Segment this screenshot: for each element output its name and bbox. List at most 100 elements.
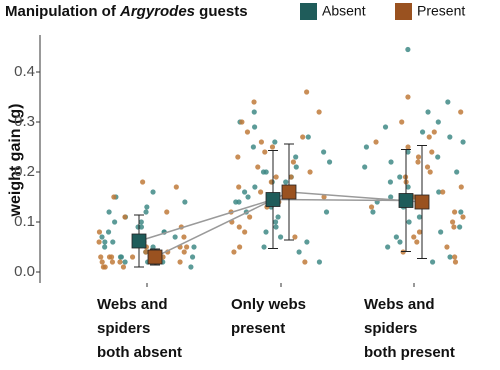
data-point <box>283 179 289 185</box>
data-point <box>138 219 144 225</box>
data-point <box>321 149 327 155</box>
data-point <box>144 204 150 210</box>
mean-marker <box>281 184 297 200</box>
legend-title: Manipulation of Argyrodes guests <box>5 3 248 20</box>
data-point <box>363 144 370 150</box>
data-point <box>388 194 394 200</box>
data-point <box>307 169 313 175</box>
x-tick-label: spiders <box>364 320 417 337</box>
data-point <box>109 259 116 265</box>
data-point <box>393 234 399 240</box>
data-point <box>252 184 258 190</box>
data-point <box>362 164 368 170</box>
data-point <box>105 229 112 235</box>
mean-marker <box>147 249 163 265</box>
data-point <box>415 154 422 160</box>
data-point <box>143 209 149 215</box>
data-point <box>96 239 102 245</box>
data-point <box>382 124 389 130</box>
x-tick-label: Webs and <box>364 296 435 313</box>
data-point <box>385 244 391 250</box>
data-point <box>397 239 403 245</box>
data-point <box>251 109 257 115</box>
data-point <box>98 254 104 260</box>
x-tick-label: present <box>231 320 285 337</box>
y-tick-label: 0.4 <box>14 63 35 80</box>
data-point <box>273 224 279 230</box>
data-point <box>272 219 279 225</box>
data-point <box>120 264 127 270</box>
data-point <box>373 139 379 145</box>
data-point <box>99 234 105 240</box>
data-point <box>164 209 170 215</box>
data-point <box>189 254 196 260</box>
data-point <box>305 134 311 140</box>
data-point <box>405 184 411 190</box>
mean-marker <box>131 233 147 249</box>
data-point <box>435 154 441 160</box>
data-point <box>405 94 411 100</box>
data-point <box>405 149 411 155</box>
data-point <box>419 129 426 135</box>
data-point <box>452 254 458 260</box>
data-point <box>122 259 128 265</box>
data-point <box>460 214 466 220</box>
data-point <box>96 229 103 235</box>
data-point <box>288 174 294 180</box>
data-point <box>321 194 327 200</box>
x-tick-label: Webs and <box>97 296 168 313</box>
data-point <box>122 214 128 220</box>
data-point <box>244 129 251 135</box>
data-point <box>184 244 190 250</box>
data-point <box>100 264 107 270</box>
data-point <box>242 229 248 235</box>
data-point <box>277 234 284 240</box>
data-point <box>427 169 433 175</box>
data-point <box>458 109 464 115</box>
data-point <box>263 229 269 235</box>
data-point <box>239 119 245 125</box>
data-point <box>316 109 322 115</box>
data-point <box>245 194 251 200</box>
data-point <box>273 174 279 180</box>
mean-marker <box>414 194 430 210</box>
legend-title-part: Argyrodes <box>119 3 195 20</box>
data-point <box>445 99 451 105</box>
y-tick-label: 0.2 <box>14 163 35 180</box>
data-point <box>406 219 412 225</box>
data-point <box>255 164 261 170</box>
data-point <box>316 259 323 265</box>
data-point <box>370 209 376 215</box>
legend-title-part: guests <box>195 3 248 20</box>
data-point <box>302 259 308 265</box>
data-point <box>399 119 405 125</box>
data-point <box>292 234 298 240</box>
data-point <box>458 209 464 215</box>
data-point <box>150 244 156 250</box>
data-point <box>457 224 463 230</box>
data-point <box>173 184 179 190</box>
legend-label: Absent <box>322 3 366 19</box>
data-point <box>444 244 450 250</box>
data-point <box>262 149 268 155</box>
data-point <box>452 209 458 215</box>
x-tick-label: both absent <box>97 344 182 361</box>
data-point <box>435 119 441 125</box>
data-point <box>452 259 459 265</box>
data-point <box>231 249 237 255</box>
data-point <box>451 224 457 230</box>
data-point <box>454 169 460 175</box>
data-point <box>304 239 310 245</box>
data-point <box>447 254 453 260</box>
data-point <box>449 219 456 225</box>
data-point <box>431 129 437 135</box>
data-point <box>460 139 466 145</box>
data-point <box>397 174 403 180</box>
legend-swatch <box>300 3 317 20</box>
data-point <box>181 249 187 255</box>
data-point <box>150 189 156 195</box>
data-point <box>138 224 145 230</box>
data-point <box>129 254 136 260</box>
data-point <box>429 149 435 155</box>
